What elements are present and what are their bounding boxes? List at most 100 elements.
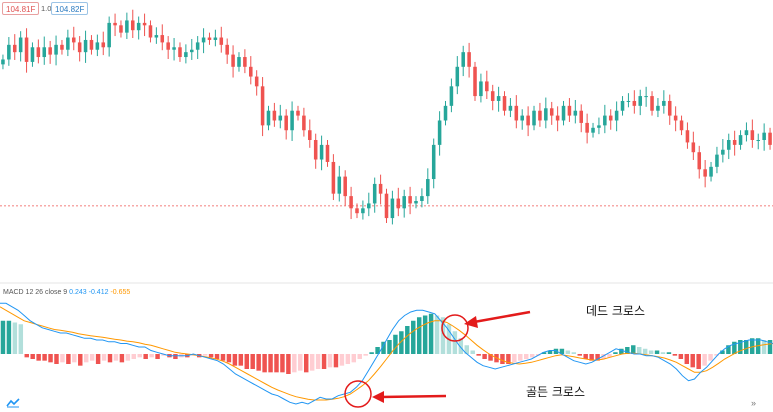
candle [83,30,88,63]
candle [7,37,11,66]
candle-body [538,110,542,121]
candle-body [614,110,619,121]
candle [490,84,495,111]
histogram-bar [577,354,582,356]
candle-body [184,52,188,58]
candle-body [479,81,483,97]
candle-body [662,100,666,106]
candle-body [83,39,88,53]
histogram-bar [137,354,142,358]
histogram-bar [476,354,481,356]
candle [520,109,524,130]
candle [555,106,560,132]
candle [614,101,619,132]
candle [77,36,82,62]
candle-body [71,37,76,43]
candle [231,45,235,78]
candle-body [650,96,654,111]
histogram-bar [280,354,285,373]
histogram-bar [416,317,422,354]
candle-body [24,37,29,62]
candle [60,39,64,55]
candle [71,26,76,51]
candle [184,44,188,64]
histogram-bar [54,354,59,364]
candle [254,70,259,96]
candle-body [762,132,766,140]
candle-body [644,96,648,98]
candle [18,31,23,62]
candle [308,119,312,148]
histogram-bar [286,354,291,374]
candle-body [331,161,336,194]
histogram-bar [131,354,137,359]
macd-histogram [0,313,773,374]
histogram-bar [36,354,41,361]
candle [449,78,454,113]
histogram-bar [351,354,357,363]
candle [738,130,743,150]
candle-body [756,140,761,141]
candle-body [207,37,212,40]
macd-legend[interactable]: MACD 12 26 close 9 0.243 -0.412 -0.655 [3,289,130,296]
candle-body [48,47,52,55]
candle-body [638,96,643,106]
tradingview-logo-icon[interactable] [6,398,20,408]
candle [408,186,412,215]
histogram-bar [571,352,577,354]
sell-price-badge[interactable]: 104.81F [2,2,40,15]
candle-body [709,166,713,177]
candle-body [597,125,601,128]
candle [260,77,265,137]
candle-body [296,110,300,116]
candle-body [195,42,200,50]
candle [538,102,542,127]
candle [372,177,377,213]
histogram-bar [161,354,166,356]
golden-cross-arrow [380,394,447,399]
candle [266,105,271,131]
golden-cross-circle [344,380,372,408]
histogram-bar [470,350,475,354]
candle [201,28,206,54]
dead-cross-annotation [441,310,531,342]
candle [485,70,489,100]
histogram-bar [393,334,398,354]
candle [461,45,465,77]
macd-value: 0.243 [69,289,87,296]
histogram-bar [60,354,65,363]
histogram-bar [125,354,131,361]
candle [195,36,200,59]
candle-body [461,52,465,67]
histogram-bar [101,354,107,361]
candle-body [266,110,271,126]
candle [732,130,737,156]
scroll-to-realtime-icon[interactable]: » [751,398,757,408]
candle-body [656,105,660,111]
buy-price-badge[interactable]: 104.82F [51,2,89,15]
candle [166,36,170,59]
candle-body [367,203,371,209]
histogram-bar [654,350,660,354]
candle-body [544,108,548,121]
candle [343,170,347,206]
candle [656,98,660,118]
histogram-bar [214,354,220,359]
histogram-bar [547,350,553,354]
candle-body [237,57,241,67]
candle [243,49,247,74]
candle [36,39,41,64]
candle [585,113,589,144]
candle-body [567,105,572,116]
histogram-bar [607,354,612,358]
candle-body [219,37,224,45]
candle-body [190,49,194,53]
histogram-bar [66,354,71,364]
golden-cross-label: 골든 크로스 [526,385,586,399]
candle-body [520,115,524,121]
candle-body [18,37,23,53]
candle [414,196,418,209]
candle [709,161,713,182]
candle [1,54,5,70]
